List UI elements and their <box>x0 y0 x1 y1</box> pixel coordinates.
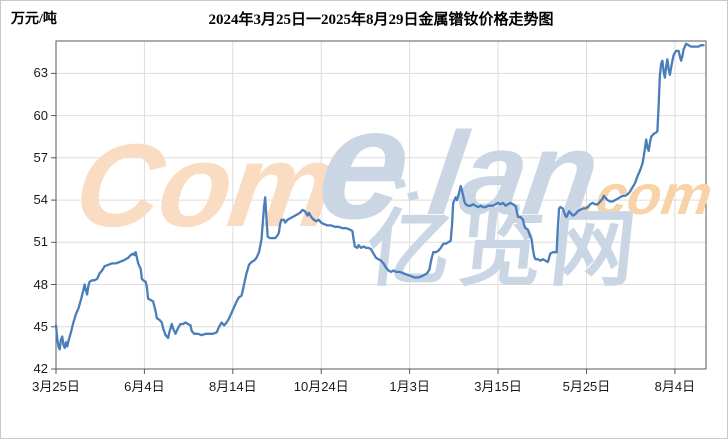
plot-border <box>55 40 707 370</box>
x-axis-tick-label: 6月4日 <box>124 379 165 394</box>
x-axis-tick-label: 8月14日 <box>208 379 257 394</box>
y-axis-tick-label: 63 <box>33 65 48 81</box>
x-axis-tick-label: 3月15日 <box>474 379 522 394</box>
x-axis-tick-label: 3月25日 <box>32 379 80 394</box>
x-axis-tick-label: 5月25日 <box>562 379 611 394</box>
chart-title: 2024年3月25日一2025年8月29日金属镨钕价格走势图 <box>208 12 554 28</box>
x-axis-tick-label: 1月3日 <box>389 379 430 394</box>
y-axis-tick-label: 48 <box>33 276 48 292</box>
y-axis-tick-label: 42 <box>33 361 48 376</box>
y-axis-tick-label: 54 <box>33 192 48 208</box>
y-axis-tick-label: 60 <box>33 107 48 123</box>
price-line <box>54 42 705 351</box>
x-axis-tick-label: 10月24日 <box>293 379 349 394</box>
y-axis-tick-label: 51 <box>33 234 48 250</box>
x-axis-tick-label: 8月4日 <box>654 379 696 394</box>
y-axis-tick-label: 57 <box>33 149 48 165</box>
y-axis-tick-label: 45 <box>33 318 48 334</box>
y-axis-unit-label: 万元/吨 <box>11 12 57 27</box>
